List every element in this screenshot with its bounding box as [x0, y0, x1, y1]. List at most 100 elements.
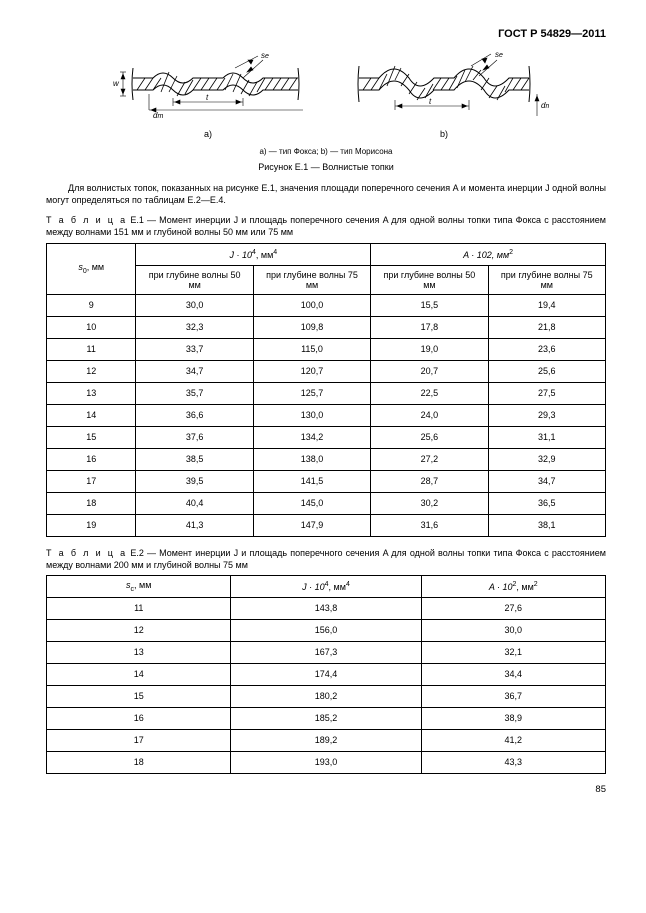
svg-text:se: se — [495, 50, 503, 59]
figure-row: w dm t se a) — [46, 50, 606, 139]
svg-text:dm: dm — [541, 101, 549, 110]
table-cell: 40,4 — [136, 492, 253, 514]
table-cell: 37,6 — [136, 426, 253, 448]
table-cell: 21,8 — [488, 316, 605, 338]
table2-caption: Т а б л и ц а Е.2 — Момент инерции J и п… — [46, 547, 606, 571]
table-cell: 34,7 — [136, 360, 253, 382]
table-cell: 30,0 — [136, 294, 253, 316]
table-cell: 28,7 — [371, 470, 488, 492]
table-row: 12156,030,0 — [47, 619, 606, 641]
table-row: 1335,7125,722,527,5 — [47, 382, 606, 404]
figure-note: a) — тип Фокса; b) — тип Морисона — [46, 147, 606, 156]
table-cell: 29,3 — [488, 404, 605, 426]
table-cell: 30,2 — [371, 492, 488, 514]
table-cell: 185,2 — [231, 707, 421, 729]
table-cell: 15 — [47, 426, 136, 448]
table-cell: 41,3 — [136, 514, 253, 536]
table-cell: 193,0 — [231, 751, 421, 773]
svg-text:t: t — [429, 97, 432, 106]
table-row: 1234,7120,720,725,6 — [47, 360, 606, 382]
table-cell: 14 — [47, 404, 136, 426]
table-cell: 34,7 — [488, 470, 605, 492]
table-cell: 24,0 — [371, 404, 488, 426]
table-cell: 19,0 — [371, 338, 488, 360]
table-row: 1941,3147,931,638,1 — [47, 514, 606, 536]
table-row: 18193,043,3 — [47, 751, 606, 773]
table-cell: 115,0 — [253, 338, 370, 360]
table-cell: 41,2 — [421, 729, 605, 751]
table-cell: 156,0 — [231, 619, 421, 641]
table-row: 16185,238,9 — [47, 707, 606, 729]
table-cell: 32,1 — [421, 641, 605, 663]
table-cell: 39,5 — [136, 470, 253, 492]
table-row: 1638,5138,027,232,9 — [47, 448, 606, 470]
table-cell: 43,3 — [421, 751, 605, 773]
svg-text:w: w — [113, 79, 120, 88]
table-cell: 35,7 — [136, 382, 253, 404]
table-cell: 11 — [47, 338, 136, 360]
table-cell: 16 — [47, 707, 231, 729]
table-cell: 13 — [47, 641, 231, 663]
table-cell: 147,9 — [253, 514, 370, 536]
table-cell: 14 — [47, 663, 231, 685]
table-cell: 25,6 — [371, 426, 488, 448]
table-cell: 16 — [47, 448, 136, 470]
table-cell: 38,9 — [421, 707, 605, 729]
paragraph-1: Для волнистых топок, показанных на рисун… — [46, 182, 606, 206]
table-cell: 31,6 — [371, 514, 488, 536]
table-cell: 32,9 — [488, 448, 605, 470]
table-cell: 125,7 — [253, 382, 370, 404]
table-cell: 13 — [47, 382, 136, 404]
table-row: 1032,3109,817,821,8 — [47, 316, 606, 338]
figure-b-label: b) — [339, 129, 549, 139]
table-cell: 18 — [47, 492, 136, 514]
table-cell: 25,6 — [488, 360, 605, 382]
svg-text:t: t — [206, 93, 209, 102]
table-cell: 9 — [47, 294, 136, 316]
table-cell: 34,4 — [421, 663, 605, 685]
table-cell: 36,5 — [488, 492, 605, 514]
table-cell: 22,5 — [371, 382, 488, 404]
table-cell: 180,2 — [231, 685, 421, 707]
table-cell: 100,0 — [253, 294, 370, 316]
table-2: sc, мм J · 104, мм4 A · 102, мм2 11143,8… — [46, 575, 606, 774]
table-cell: 36,6 — [136, 404, 253, 426]
table-row: 14174,434,4 — [47, 663, 606, 685]
table-cell: 20,7 — [371, 360, 488, 382]
table-cell: 18 — [47, 751, 231, 773]
svg-text:se: se — [261, 51, 269, 60]
table-cell: 27,6 — [421, 597, 605, 619]
table-row: 1436,6130,024,029,3 — [47, 404, 606, 426]
page-number: 85 — [46, 784, 606, 795]
table-cell: 109,8 — [253, 316, 370, 338]
table-cell: 17,8 — [371, 316, 488, 338]
table-cell: 12 — [47, 360, 136, 382]
table-row: 11143,827,6 — [47, 597, 606, 619]
figure-a-svg: w dm t se — [103, 50, 313, 122]
figure-b-svg: t dm se — [339, 50, 549, 122]
table-row: 13167,332,1 — [47, 641, 606, 663]
table-cell: 130,0 — [253, 404, 370, 426]
table-cell: 38,5 — [136, 448, 253, 470]
table-row: 930,0100,015,519,4 — [47, 294, 606, 316]
svg-text:dm: dm — [153, 111, 163, 120]
table-row: 15180,236,7 — [47, 685, 606, 707]
table1-caption: Т а б л и ц а Е.1 — Момент инерции J и п… — [46, 214, 606, 238]
table-cell: 141,5 — [253, 470, 370, 492]
table-cell: 23,6 — [488, 338, 605, 360]
table-cell: 30,0 — [421, 619, 605, 641]
table-cell: 138,0 — [253, 448, 370, 470]
table-1: s0, мм J · 104, мм4 A · 102, мм2 при глу… — [46, 243, 606, 537]
figure-title: Рисунок Е.1 — Волнистые топки — [46, 162, 606, 172]
doc-header: ГОСТ Р 54829—2011 — [46, 28, 606, 40]
table-cell: 31,1 — [488, 426, 605, 448]
table-cell: 174,4 — [231, 663, 421, 685]
table-cell: 32,3 — [136, 316, 253, 338]
table-cell: 120,7 — [253, 360, 370, 382]
table-row: 17189,241,2 — [47, 729, 606, 751]
table-row: 1537,6134,225,631,1 — [47, 426, 606, 448]
table-cell: 19,4 — [488, 294, 605, 316]
table-cell: 10 — [47, 316, 136, 338]
table-row: 1840,4145,030,236,5 — [47, 492, 606, 514]
table-cell: 15,5 — [371, 294, 488, 316]
